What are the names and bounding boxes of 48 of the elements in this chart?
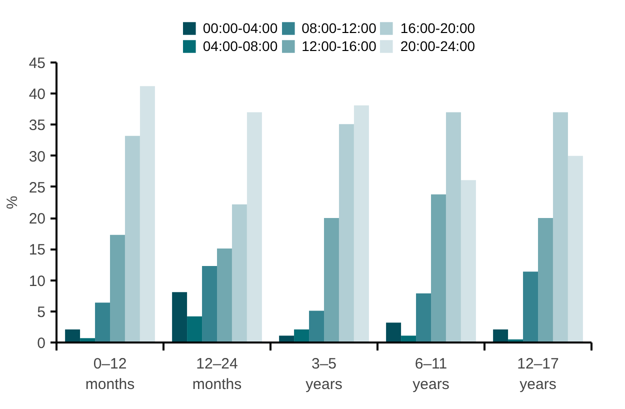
bar: [246, 112, 262, 342]
x-tick-label: 12–24 months: [192, 356, 242, 393]
x-tick-label: 0–12 months: [85, 356, 135, 393]
bar: [446, 112, 461, 342]
bar: [217, 248, 232, 342]
bar: [538, 218, 553, 342]
bar: [431, 194, 446, 342]
bar: [552, 112, 568, 342]
y-tick-label: 40: [28, 86, 46, 104]
y-tick-label: 0: [37, 335, 46, 352]
bar: [294, 329, 310, 342]
x-tick-label: 12–17 years: [517, 356, 559, 393]
legend-label: 08:00-12:00: [302, 20, 376, 36]
bar: [568, 156, 583, 342]
bar: [124, 136, 140, 342]
bar: [172, 292, 188, 342]
y-tick-label: 25: [28, 179, 46, 196]
bar: [95, 302, 110, 342]
y-axis-title: %: [4, 196, 21, 210]
bar: [232, 204, 247, 342]
y-tick-label: 5: [37, 304, 46, 321]
bar: [493, 329, 508, 342]
bar: [110, 234, 125, 342]
legend-label: 00:00-04:00: [202, 20, 278, 36]
x-tick-label: 6–11 years: [412, 356, 450, 393]
x-tick-label: 3–5 years: [306, 356, 342, 393]
y-tick-label: 15: [28, 242, 46, 259]
y-tick-label: 20: [28, 210, 46, 228]
bar: [523, 272, 538, 342]
bar: [65, 329, 80, 342]
bar: [324, 218, 339, 342]
bar: [140, 86, 155, 342]
y-tick-label: 30: [28, 148, 46, 166]
legend-label: 20:00-24:00: [400, 38, 476, 54]
bar: [416, 293, 431, 342]
y-tick-label: 45: [28, 55, 46, 72]
bar: [187, 316, 202, 342]
bar: [338, 124, 354, 342]
legend-label: 16:00-20:00: [400, 20, 476, 36]
bar: [460, 180, 476, 342]
y-tick-label: 35: [28, 117, 46, 134]
bar: [386, 322, 402, 342]
bar: [309, 310, 324, 342]
y-tick-label: 10: [28, 272, 46, 290]
bar: [202, 266, 217, 342]
legend-label: 04:00-08:00: [202, 38, 278, 54]
bar: [354, 105, 369, 342]
legend-label: 12:00-16:00: [302, 38, 376, 54]
